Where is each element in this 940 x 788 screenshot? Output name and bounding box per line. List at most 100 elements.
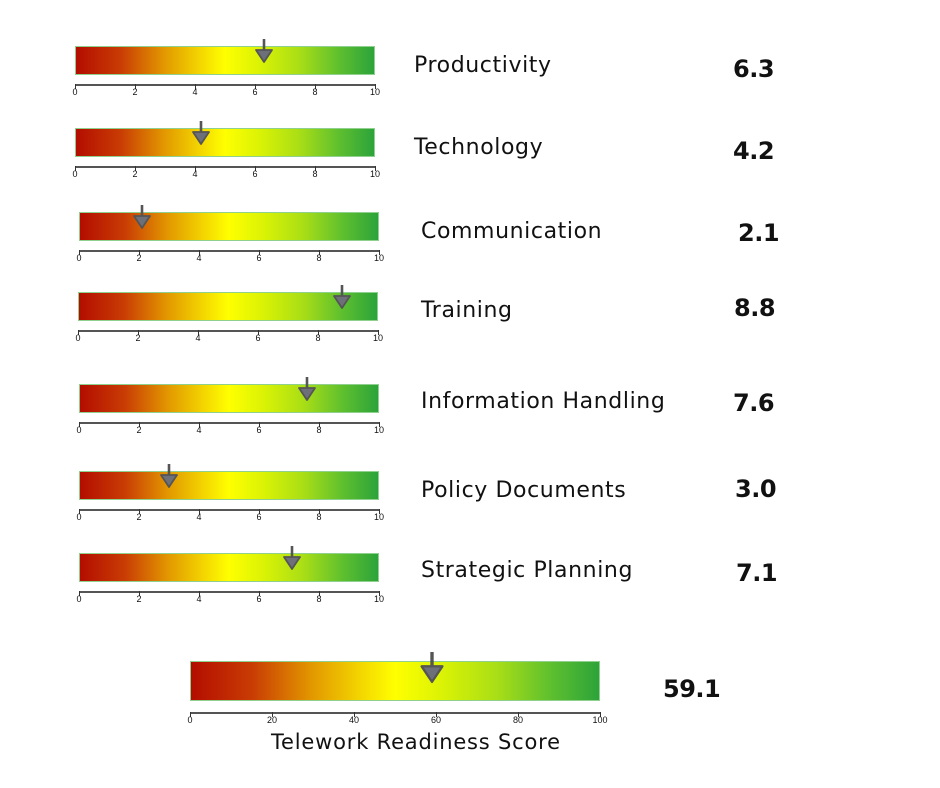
tick-label: 0 (187, 715, 193, 725)
axis-tick (354, 712, 355, 717)
tick-label: 8 (316, 425, 322, 435)
axis-line (78, 330, 378, 332)
tick-label: 8 (316, 594, 322, 604)
axis-tick (315, 84, 316, 89)
axis-tick (600, 712, 601, 717)
axis-line (75, 84, 375, 86)
tick-label: 2 (136, 594, 142, 604)
tick-label: 10 (373, 253, 385, 263)
axis-tick (318, 330, 319, 335)
tick-label: 4 (192, 87, 198, 97)
axis-tick (139, 509, 140, 514)
category-label: Communication (421, 219, 603, 244)
value-marker-icon (332, 285, 352, 314)
axis-tick (199, 591, 200, 596)
value-marker-icon (297, 377, 317, 406)
tick-label: 0 (72, 87, 78, 97)
axis-tick (139, 422, 140, 427)
total-score-title: Telework Readiness Score (271, 730, 561, 754)
tick-label: 0 (76, 594, 82, 604)
tick-label: 4 (196, 425, 202, 435)
axis-tick (138, 330, 139, 335)
gradient-bar (78, 292, 378, 321)
tick-label: 6 (256, 512, 262, 522)
axis-line (79, 250, 379, 252)
axis-tick (259, 509, 260, 514)
gradient-bar (79, 212, 379, 241)
tick-label: 2 (136, 425, 142, 435)
category-score: 7.1 (736, 559, 778, 587)
axis-tick (255, 84, 256, 89)
tick-label: 0 (72, 169, 78, 179)
tick-label: 10 (373, 425, 385, 435)
axis-tick (79, 250, 80, 255)
axis-line (79, 591, 379, 593)
tick-label: 100 (592, 715, 608, 725)
axis-tick (375, 166, 376, 171)
value-marker-icon (254, 39, 274, 68)
axis-tick (190, 712, 191, 717)
axis-tick (199, 509, 200, 514)
value-marker-icon (419, 652, 445, 689)
tick-label: 6 (252, 169, 258, 179)
value-marker-icon (132, 205, 152, 234)
tick-label: 4 (192, 169, 198, 179)
axis-line (75, 166, 375, 168)
axis-tick (198, 330, 199, 335)
axis-tick (135, 166, 136, 171)
gradient-bar (75, 128, 375, 157)
tick-label: 8 (316, 253, 322, 263)
gauge-information-handling: 0 2 4 6 8 10 (76, 377, 384, 437)
axis-tick (195, 84, 196, 89)
tick-label: 40 (348, 715, 360, 725)
axis-tick (75, 166, 76, 171)
axis-tick (259, 591, 260, 596)
tick-label: 10 (373, 512, 385, 522)
axis-tick (79, 591, 80, 596)
gradient-bar (79, 471, 379, 500)
gauge-policy-documents: 0 2 4 6 8 10 (76, 464, 384, 524)
axis-tick (259, 250, 260, 255)
axis-tick (379, 422, 380, 427)
tick-label: 10 (369, 169, 381, 179)
tick-label: 0 (76, 425, 82, 435)
gauge-training: 0 2 4 6 8 10 (75, 285, 383, 345)
axis-tick (379, 509, 380, 514)
category-score: 6.3 (733, 55, 775, 83)
category-score: 7.6 (733, 389, 775, 417)
axis-tick (75, 84, 76, 89)
axis-tick (272, 712, 273, 717)
axis-tick (319, 591, 320, 596)
total-score-gauge: 0 20 40 60 80 100 (187, 652, 608, 725)
value-marker-icon (159, 464, 179, 493)
category-label: Policy Documents (421, 478, 627, 503)
axis-tick (199, 250, 200, 255)
tick-label: 10 (372, 333, 384, 343)
axis-tick (259, 422, 260, 427)
axis-tick (258, 330, 259, 335)
axis-tick (436, 712, 437, 717)
category-label: Technology (414, 135, 544, 160)
gradient-bar (79, 553, 379, 582)
tick-label: 6 (256, 425, 262, 435)
axis-tick (79, 509, 80, 514)
axis-tick (379, 591, 380, 596)
gradient-bar (79, 384, 379, 413)
axis-tick (518, 712, 519, 717)
tick-label: 10 (369, 87, 381, 97)
gradient-bar (190, 661, 600, 701)
tick-label: 2 (136, 253, 142, 263)
category-score: 3.0 (735, 475, 777, 503)
category-label: Training (421, 298, 513, 323)
tick-label: 4 (195, 333, 201, 343)
tick-label: 2 (135, 333, 141, 343)
category-score: 4.2 (733, 137, 775, 165)
tick-label: 10 (373, 594, 385, 604)
axis-tick (255, 166, 256, 171)
axis-tick (379, 250, 380, 255)
axis-tick (139, 250, 140, 255)
gauge-communication: 0 2 4 6 8 10 (76, 205, 384, 265)
axis-tick (319, 250, 320, 255)
gradient-bar (75, 46, 375, 75)
tick-label: 8 (312, 87, 318, 97)
